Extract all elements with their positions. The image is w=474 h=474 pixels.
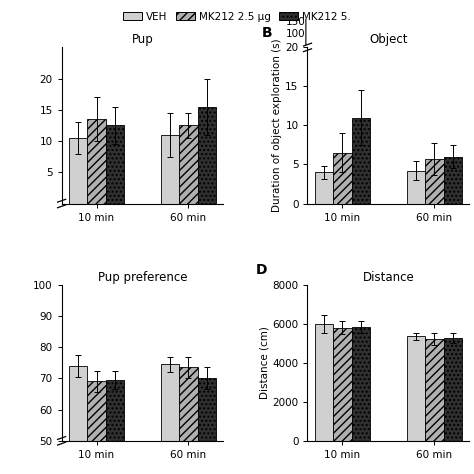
Bar <box>407 337 425 441</box>
Bar <box>407 171 425 203</box>
Bar <box>69 366 87 474</box>
Bar <box>106 380 124 474</box>
Bar <box>87 382 106 474</box>
Bar <box>315 172 333 203</box>
Bar <box>333 153 352 203</box>
Bar <box>198 378 216 474</box>
Bar <box>315 324 333 441</box>
Title: Pup preference: Pup preference <box>98 271 187 283</box>
Title: Object: Object <box>369 33 408 46</box>
Bar <box>444 157 462 203</box>
Y-axis label: Distance (cm): Distance (cm) <box>260 326 270 399</box>
Bar <box>352 118 370 203</box>
Bar <box>444 338 462 441</box>
Bar <box>425 159 444 203</box>
Text: D: D <box>256 263 267 277</box>
Legend: VEH, MK212 2.5 μg, MK212 5.: VEH, MK212 2.5 μg, MK212 5. <box>119 8 355 26</box>
Bar <box>106 126 124 203</box>
Bar <box>161 365 179 474</box>
Bar <box>333 328 352 441</box>
Bar <box>69 138 87 203</box>
Bar <box>161 135 179 203</box>
Text: 100: 100 <box>286 29 306 39</box>
Bar <box>425 339 444 441</box>
Bar <box>87 119 106 203</box>
Text: B: B <box>262 26 273 40</box>
Y-axis label: Duration of object exploration (s): Duration of object exploration (s) <box>273 39 283 212</box>
Title: Distance: Distance <box>363 271 414 283</box>
Text: 150: 150 <box>286 17 306 27</box>
Bar <box>352 327 370 441</box>
Bar <box>179 367 198 474</box>
Bar <box>198 107 216 203</box>
Bar <box>179 126 198 203</box>
Title: Pup: Pup <box>132 33 154 46</box>
